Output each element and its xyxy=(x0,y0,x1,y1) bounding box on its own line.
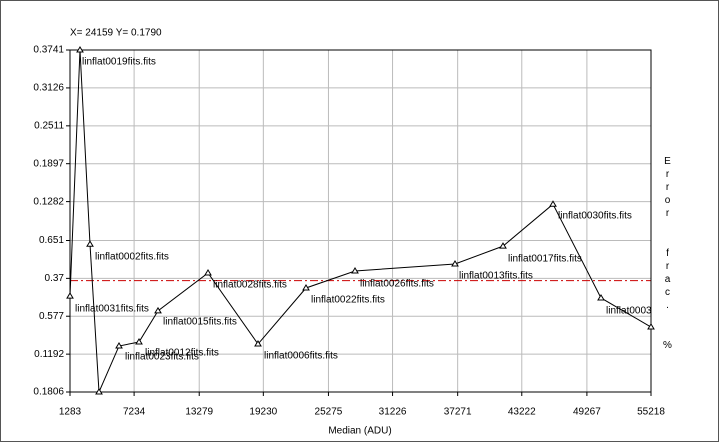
annotation: linflat0030fits.fits xyxy=(558,211,632,222)
annotation: linflat0013fits.fits xyxy=(459,271,533,282)
annotation: linflat0022fits.fits xyxy=(311,295,385,306)
point-marker xyxy=(135,338,143,345)
plot-area xyxy=(69,49,652,393)
x-tick-label: 1283 xyxy=(59,407,82,418)
x-tick-label: 31226 xyxy=(379,407,407,418)
point-marker xyxy=(95,388,103,395)
y-tick-label: 0.1897 xyxy=(33,158,64,169)
annotation: linflat0017fits.fits xyxy=(508,254,582,265)
y-tick-label: 0.577 xyxy=(39,311,64,322)
point-marker xyxy=(499,242,507,249)
x-axis-label: Median (ADU) xyxy=(328,426,391,437)
point-marker xyxy=(204,269,212,276)
x-tick-label: 55218 xyxy=(637,407,665,418)
point-marker xyxy=(66,292,74,299)
point-marker xyxy=(451,260,459,267)
x-tick-label: 37271 xyxy=(444,407,472,418)
y-tick-label: 0.1806 xyxy=(33,387,64,398)
y-tick-label: 0.1282 xyxy=(33,196,64,207)
point-marker xyxy=(86,240,94,247)
point-marker xyxy=(351,266,359,274)
annotation: linflat0003 xyxy=(606,306,652,317)
point-marker xyxy=(549,200,557,207)
y-tick-label: 0.1192 xyxy=(34,349,64,360)
x-tick-label: 25275 xyxy=(315,407,343,418)
x-tick-label: 19230 xyxy=(249,407,277,418)
y-tick-label: 0.3126 xyxy=(33,83,64,94)
annotation: linflat0031fits.fits xyxy=(75,304,149,315)
annotation: linflat0015fits.fits xyxy=(163,317,237,328)
y-tick-label: 0.3741 xyxy=(33,45,64,56)
y-tick-label: 0.2511 xyxy=(34,120,64,131)
y-tick-label: 0.37 xyxy=(45,273,65,284)
plot-border xyxy=(69,49,652,393)
point-marker xyxy=(115,342,123,349)
annotation: linflat0012fits.fits xyxy=(145,348,219,359)
annotation: linflat0006fits.fits xyxy=(264,351,338,362)
point-marker xyxy=(154,306,162,314)
header: X= 24159 Y= 0.1790 xyxy=(70,28,162,39)
annotation: linflat0023fits.fits xyxy=(125,352,199,363)
point-marker xyxy=(254,340,262,347)
series-line xyxy=(69,49,652,393)
point-marker xyxy=(302,284,310,291)
annotation: linflat0026fits.fits xyxy=(360,279,434,290)
point-marker xyxy=(647,323,655,330)
annotation: linflat0019fits.fits xyxy=(82,57,156,68)
x-tick-label: 49267 xyxy=(573,407,601,418)
y-axis-label: Error frac. % xyxy=(662,156,673,353)
point-marker xyxy=(597,294,605,301)
point-marker xyxy=(76,46,84,53)
annotation: linflat0028fits.fits xyxy=(213,280,287,291)
y-tick-label: 0.651 xyxy=(39,235,64,246)
x-tick-label: 13279 xyxy=(185,407,213,418)
annotation: linflat0002fits.fits xyxy=(95,252,169,263)
x-tick-label: 43222 xyxy=(508,407,536,418)
x-tick-label: 7234 xyxy=(123,407,146,418)
